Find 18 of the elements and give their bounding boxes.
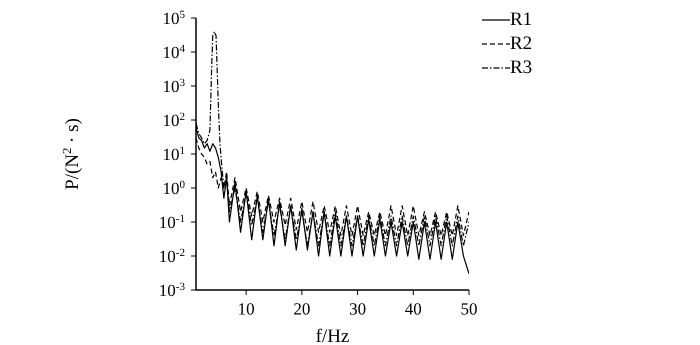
y-tick-label: 10$^{5}$ xyxy=(162,8,186,28)
y-tick-label: 10$^{-3}$ xyxy=(158,280,186,300)
legend-label: R1 xyxy=(510,8,532,32)
legend-label: R3 xyxy=(510,56,532,80)
x-tick-label: 40 xyxy=(404,300,422,319)
x-tick-label: 10 xyxy=(238,300,255,319)
x-tick-label: 50 xyxy=(460,300,478,319)
x-tick-label: 20 xyxy=(293,300,310,319)
y-tick-label: 10$^{3}$ xyxy=(162,76,186,96)
x-axis-title: f/Hz xyxy=(316,326,350,345)
y-tick-label: 10$^{2}$ xyxy=(162,110,185,130)
y-tick-label: 10$^{0}$ xyxy=(162,178,186,198)
y-tick-label: 10$^{-1}$ xyxy=(158,212,185,232)
x-tick-label: 30 xyxy=(349,300,366,319)
y-tick-label: 10$^{1}$ xyxy=(162,144,185,164)
y-tick-label: 10$^{4}$ xyxy=(162,42,186,62)
y-tick-label: 10$^{-2}$ xyxy=(158,246,185,266)
legend-label: R2 xyxy=(510,32,532,56)
